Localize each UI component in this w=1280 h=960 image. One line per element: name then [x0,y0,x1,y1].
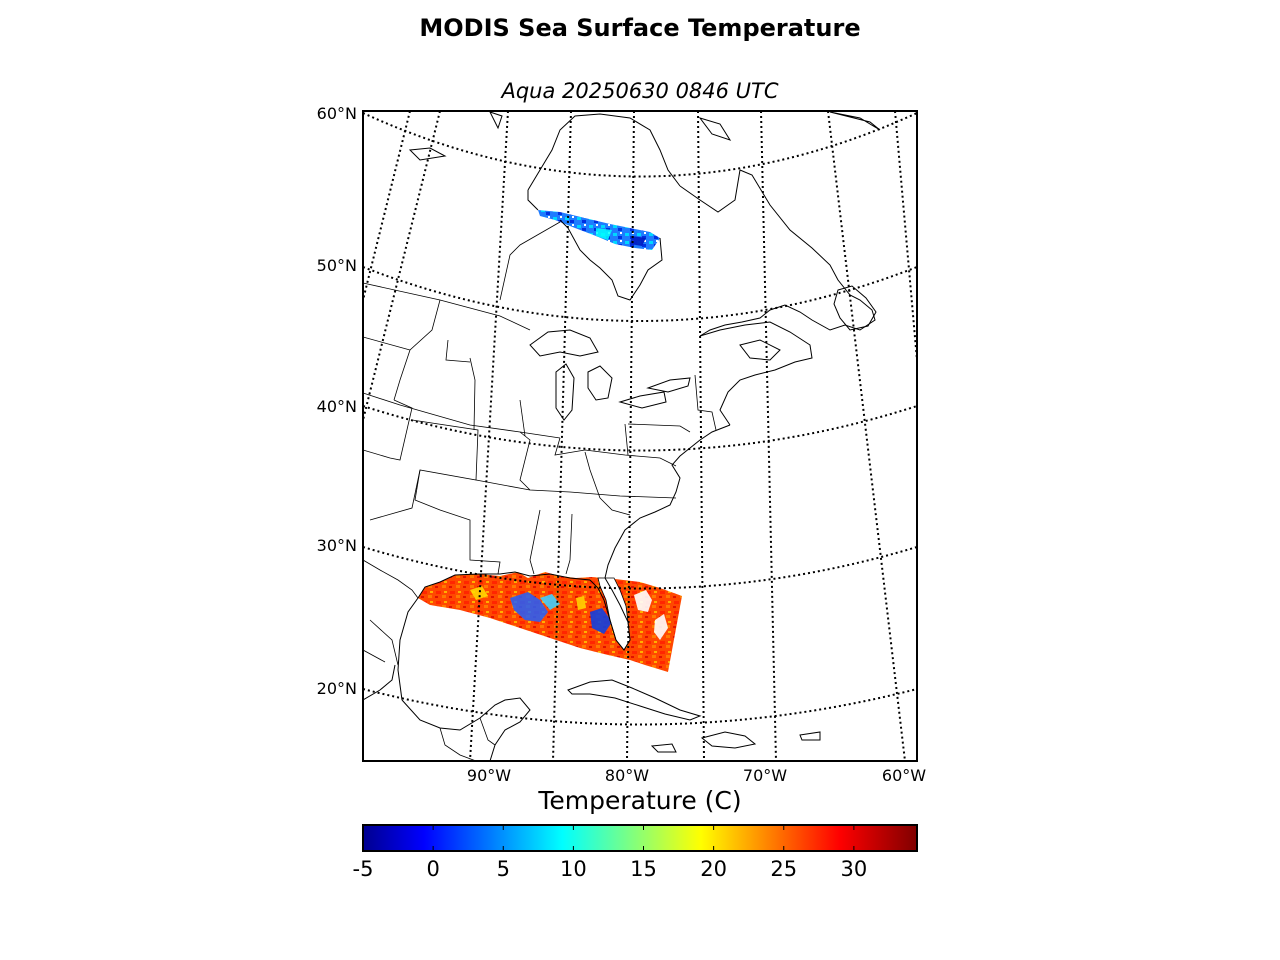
colorbar-tick-label: 20 [700,857,727,881]
map-subtitle: Aqua 20250630 0846 UTC [501,79,779,103]
lat-labels: 60°N 50°N 40°N 30°N 20°N [317,104,357,698]
map-frame [362,110,918,762]
lon-label-70w: 70°W [743,766,787,785]
colorbar-tick-label: 25 [770,857,797,881]
colorbar-label: Temperature (C) [538,786,742,815]
lon-label-80w: 80°W [605,766,649,785]
lon-label-60w: 60°W [882,766,926,785]
longitude-lines [363,111,917,761]
state-borders [363,221,717,575]
latitude-lines [363,112,917,726]
colorbar-tick-label: 0 [426,857,439,881]
lat-label-30: 30°N [317,536,357,555]
colorbar: -5 0 5 10 15 20 25 30 [353,824,918,881]
colorbar-ticks: -5 0 5 10 15 20 25 30 [353,825,868,881]
lat-label-20: 20°N [317,679,357,698]
lat-label-40: 40°N [317,397,357,416]
page-title: MODIS Sea Surface Temperature [419,14,861,42]
lon-labels: 90°W 80°W 70°W 60°W [467,766,926,785]
colorbar-tick-label: 5 [497,857,510,881]
colorbar-tick-label: 10 [560,857,587,881]
lat-label-50: 50°N [317,256,357,275]
lon-label-90w: 90°W [467,766,511,785]
country-borders [363,559,496,761]
colorbar-gradient [362,824,918,852]
colorbar-tick-label: 15 [630,857,657,881]
lat-label-60: 60°N [317,104,357,123]
map-area [363,111,917,761]
colorbar-tick-label: -5 [353,857,374,881]
sst-swath-hudson [538,210,660,250]
colorbar-tick-label: 30 [841,857,868,881]
